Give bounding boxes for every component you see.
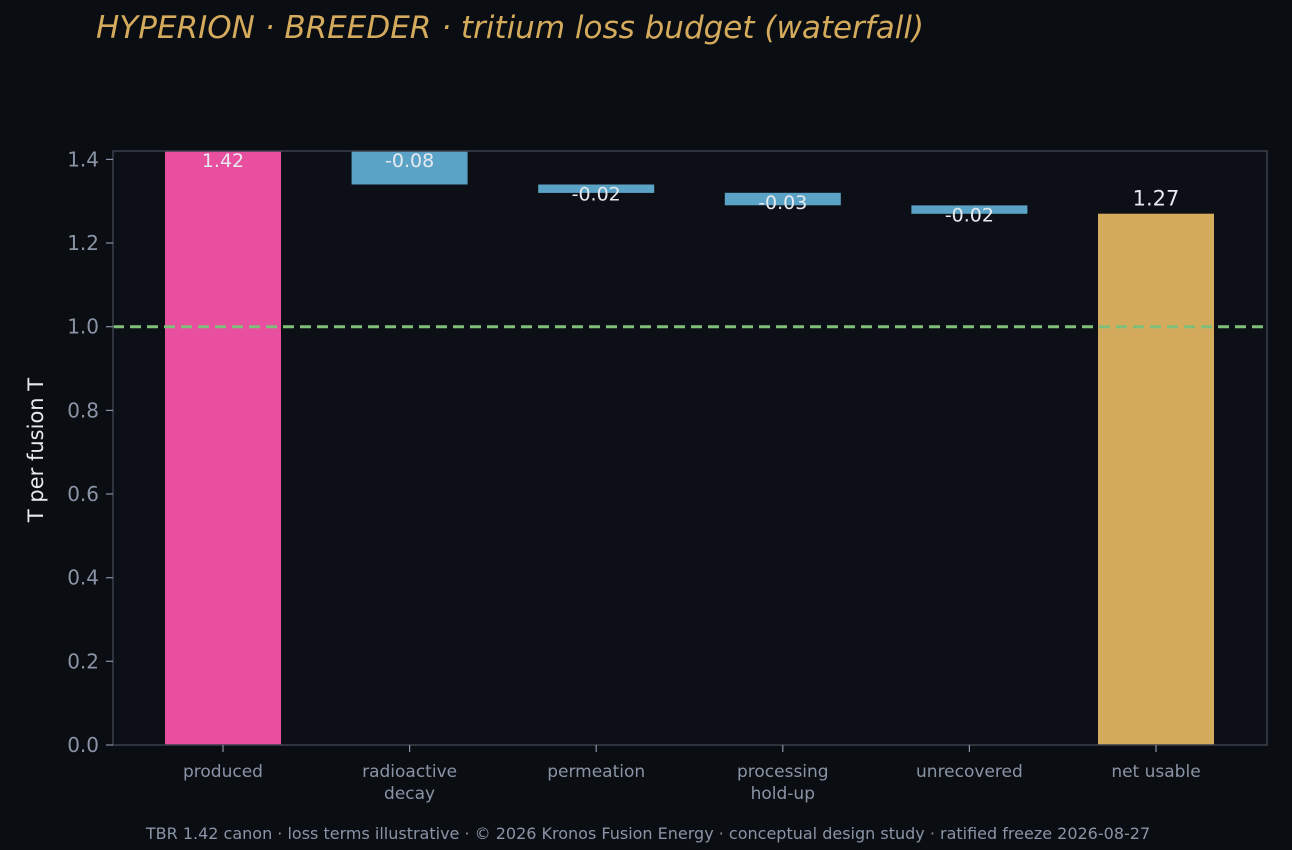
y-tick-label: 1.2 — [67, 231, 99, 255]
x-tick-label: produced — [183, 762, 263, 782]
chart-title: HYPERION · BREEDER · tritium loss budget… — [96, 10, 924, 46]
y-tick-label: 0.0 — [67, 733, 99, 757]
x-tick-label: processing hold-up — [737, 762, 829, 804]
y-axis-label: T per fusion T — [24, 378, 48, 523]
x-axis: produced radioactive decay permeation proces… — [183, 745, 1201, 804]
value-label-2: -0.08 — [385, 150, 434, 172]
bar-5 — [911, 205, 1028, 214]
y-tick-label: 1.4 — [67, 147, 99, 171]
plot-area — [113, 151, 1267, 745]
bar-4 — [724, 192, 841, 206]
y-tick-label: 0.4 — [67, 566, 99, 590]
x-tick-label: permeation — [547, 762, 645, 782]
y-tick-label: 1.0 — [67, 315, 99, 339]
y-axis: 0.0 0.2 0.4 0.6 0.8 1.0 1.2 1.4 — [67, 147, 113, 757]
footer-note: TBR 1.42 canon · loss terms illustrative… — [145, 824, 1150, 843]
value-label-6: 1.27 — [1133, 187, 1180, 211]
value-label-5: -0.02 — [945, 204, 994, 226]
y-tick-label: 0.6 — [67, 482, 99, 506]
bars-layer — [165, 151, 1214, 745]
value-label-3: -0.02 — [572, 184, 621, 206]
x-tick-label: unrecovered — [916, 762, 1023, 782]
value-labels-layer: 1.42 -0.08 -0.02 -0.03 -0.02 1.27 — [202, 150, 1180, 226]
bar-1 — [165, 151, 281, 745]
y-tick-label: 0.2 — [67, 649, 99, 673]
bar-3 — [538, 184, 655, 193]
value-label-4: -0.03 — [758, 192, 807, 214]
x-tick-label: net usable — [1111, 762, 1200, 782]
y-tick-label: 0.8 — [67, 398, 99, 422]
bar-2 — [351, 151, 468, 185]
x-tick-label: radioactive decay — [362, 762, 457, 804]
plot-frame — [112, 150, 1268, 746]
bar-6 — [1098, 213, 1214, 745]
value-label-1: 1.42 — [202, 150, 244, 172]
